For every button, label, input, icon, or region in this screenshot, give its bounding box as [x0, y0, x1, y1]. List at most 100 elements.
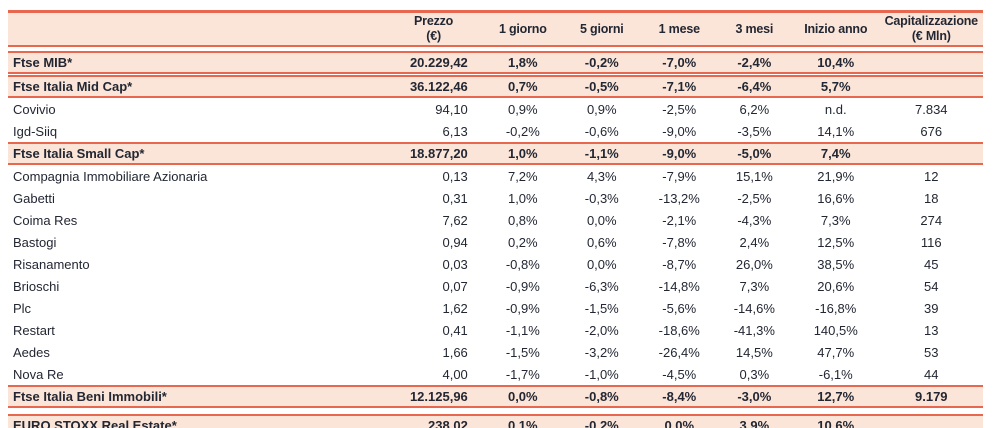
index-row: Ftse Italia Beni Immobili* 12.125,96 0,0% -… — [8, 385, 983, 408]
cell-cap: 116 — [920, 234, 942, 250]
cell-inizio: n.d. — [824, 101, 847, 117]
cell-inizio: 12,7% — [817, 389, 855, 404]
cell-prezzo: 36.122,46 — [409, 79, 468, 94]
cell-m1: -14,8% — [658, 278, 700, 294]
cell-name: Nova Re — [13, 366, 64, 382]
cell-name: Covivio — [13, 101, 56, 117]
column-header-m3: 3 mesi — [735, 21, 774, 36]
cell-g1: -0,8% — [505, 256, 540, 272]
cell-inizio: 140,5% — [813, 322, 858, 338]
cell-name: Restart — [13, 322, 55, 338]
column-header-cap: Capitalizzazione (€ Mln) — [884, 14, 979, 43]
cell-prezzo: 0,07 — [442, 278, 468, 294]
cell-name: Coima Res — [13, 212, 78, 228]
cell-prezzo: 94,10 — [435, 101, 468, 117]
cell-prezzo: 1,62 — [442, 300, 468, 316]
cell-g5: -2,0% — [584, 322, 619, 338]
cell-g1: -1,1% — [505, 322, 540, 338]
cell-m1: -2,1% — [662, 212, 697, 228]
cell-inizio: 47,7% — [817, 344, 855, 360]
cell-m3: 14,5% — [735, 344, 773, 360]
table-row: Igd-Siiq 6,13 -0,2% -0,6% -9,0% -3,5% 14,1% 676 — [8, 120, 983, 142]
cell-g1: 0,1% — [507, 418, 538, 428]
cell-m3: -4,3% — [737, 212, 772, 228]
cell-m3: 2,4% — [739, 234, 770, 250]
cell-m3: -3,0% — [737, 389, 772, 404]
cell-prezzo: 7,62 — [442, 212, 468, 228]
cell-prezzo: 0,13 — [442, 168, 468, 184]
cell-g5: 0,6% — [586, 234, 617, 250]
cell-inizio: 7,3% — [820, 212, 851, 228]
cell-m1: -13,2% — [658, 190, 700, 206]
cell-g1: 0,2% — [507, 234, 538, 250]
cell-name: Plc — [13, 300, 32, 316]
cell-inizio: 7,4% — [820, 146, 851, 161]
cell-g5: -3,2% — [584, 344, 619, 360]
cell-m1: -4,5% — [662, 366, 697, 382]
cell-name: Aedes — [13, 344, 50, 360]
table-row: Compagnia Immobiliare Azionaria 0,13 7,2% 4… — [8, 165, 983, 187]
cell-g5: -1,1% — [584, 146, 619, 161]
cell-g5: -6,3% — [584, 278, 619, 294]
cell-name: Brioschi — [13, 278, 60, 294]
column-header-g1: 1 giorno — [498, 21, 547, 36]
cell-g5: -1,0% — [584, 366, 619, 382]
cell-g1: 0,9% — [507, 101, 538, 117]
cell-prezzo: 4,00 — [442, 366, 468, 382]
cell-inizio: 16,6% — [817, 190, 855, 206]
cell-cap: 53 — [924, 344, 939, 360]
index-row: Ftse Italia Mid Cap* 36.122,46 0,7% -0,5% -7… — [8, 75, 983, 98]
cell-m3: -14,6% — [733, 300, 775, 316]
column-header-m1: 1 mese — [658, 21, 700, 36]
cell-m1: -2,5% — [662, 101, 697, 117]
cell-g5: 4,3% — [586, 168, 617, 184]
cell-g1: -1,7% — [505, 366, 540, 382]
cell-inizio: 20,6% — [817, 278, 855, 294]
cell-m1: -8,4% — [662, 389, 697, 404]
cell-name: Igd-Siiq — [13, 123, 58, 139]
cell-name: EURO STOXX Real Estate* — [13, 418, 177, 428]
cell-name: Ftse MIB* — [13, 55, 73, 70]
cell-g5: -1,5% — [584, 300, 619, 316]
cell-m1: -5,6% — [662, 300, 697, 316]
table-row: Restart 0,41 -1,1% -2,0% -18,6% -41,3% 140,5% 1… — [8, 319, 983, 341]
cell-prezzo: 18.877,20 — [409, 146, 468, 161]
cell-g5: -0,6% — [584, 123, 619, 139]
cell-m1: -9,0% — [662, 123, 697, 139]
table-row: Plc 1,62 -0,9% -1,5% -5,6% -14,6% -16,8% 39 — [8, 297, 983, 319]
cell-m3: -41,3% — [733, 322, 775, 338]
cell-g1: -1,5% — [505, 344, 540, 360]
cell-prezzo: 0,31 — [442, 190, 468, 206]
cell-cap: 13 — [924, 322, 939, 338]
cell-inizio: 14,1% — [817, 123, 855, 139]
cell-prezzo: 20.229,42 — [409, 55, 468, 70]
cell-m1: -7,8% — [662, 234, 697, 250]
cell-m3: 6,2% — [739, 101, 770, 117]
cell-inizio: 5,7% — [820, 79, 851, 94]
cell-m3: -5,0% — [737, 146, 772, 161]
cell-name: Ftse Italia Small Cap* — [13, 146, 145, 161]
cell-name: Gabetti — [13, 190, 55, 206]
cell-inizio: 21,9% — [817, 168, 855, 184]
cell-inizio: 10,4% — [817, 55, 855, 70]
table-row: Gabetti 0,31 1,0% -0,3% -13,2% -2,5% 16,6% 18 — [8, 187, 983, 209]
cell-prezzo: 238,02 — [428, 418, 468, 428]
table-row: Aedes 1,66 -1,5% -3,2% -26,4% 14,5% 47,7% 53 — [8, 341, 983, 363]
table-row: Bastogi 0,94 0,2% 0,6% -7,8% 2,4% 12,5% 116 — [8, 231, 983, 253]
cell-m3: 3,9% — [739, 418, 770, 428]
cell-name: Risanamento — [13, 256, 90, 272]
cell-g1: 0,8% — [507, 212, 538, 228]
cell-g5: 0,9% — [586, 101, 617, 117]
cell-m3: -3,5% — [737, 123, 772, 139]
cell-m1: -9,0% — [662, 146, 697, 161]
header-row: Prezzo (€) 1 giorno 5 giorni 1 mese 3 mesi In… — [8, 10, 983, 47]
cell-g5: -0,2% — [584, 55, 619, 70]
table-row: Covivio 94,10 0,9% 0,9% -2,5% 6,2% n.d. 7.834 — [8, 98, 983, 120]
cell-cap: 7.834 — [915, 101, 948, 117]
cell-prezzo: 0,03 — [442, 256, 468, 272]
table-row: Nova Re 4,00 -1,7% -1,0% -4,5% 0,3% -6,1% 44 — [8, 363, 983, 385]
cell-m1: -7,0% — [662, 55, 697, 70]
cell-g1: 7,2% — [507, 168, 538, 184]
cell-cap: 12 — [924, 168, 939, 184]
cell-inizio: 38,5% — [817, 256, 855, 272]
